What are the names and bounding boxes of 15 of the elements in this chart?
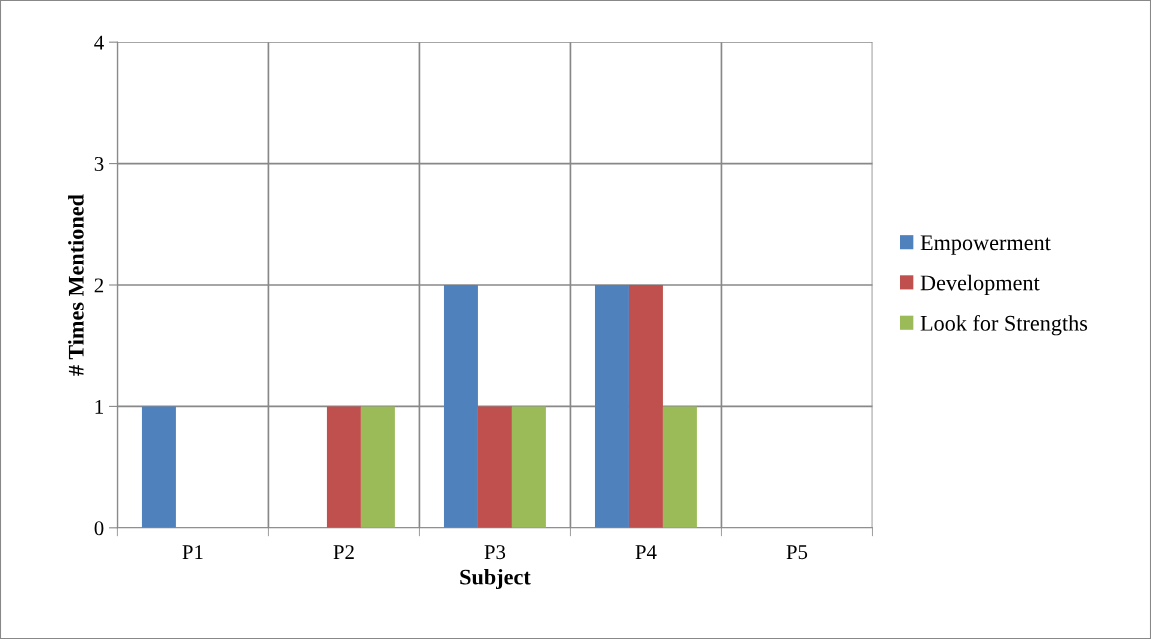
x-tick-label: P5 (786, 545, 808, 560)
y-tick-label: 1 (95, 399, 103, 414)
legend-label: Development (920, 274, 1040, 295)
x-tick-label: P2 (333, 545, 354, 559)
y-tick-label: 2 (94, 278, 104, 293)
y-tick-label: 3 (94, 157, 104, 172)
legend-label: Look for Strengths (920, 314, 1088, 336)
x-tick-label: P3 (484, 545, 506, 560)
x-tick-label: P4 (635, 545, 657, 559)
legend-label: Empowerment (920, 235, 1051, 255)
x-axis-title: Subject (460, 568, 531, 590)
y-tick-label: 4 (94, 35, 104, 50)
y-axis-title: # Times Mentioned (68, 194, 84, 376)
y-tick-label: 0 (94, 521, 104, 536)
x-tick-label: P1 (182, 545, 203, 559)
